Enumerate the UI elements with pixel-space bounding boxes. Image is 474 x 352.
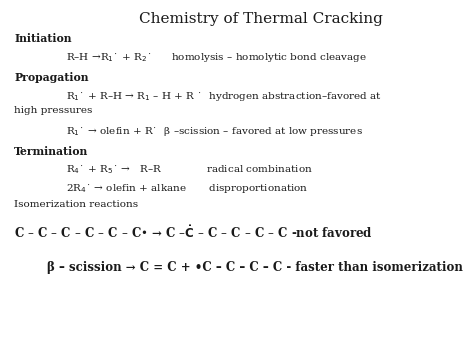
- Text: 2R$_4$˙ → olefin + alkane       disproportionation: 2R$_4$˙ → olefin + alkane disproportiona…: [66, 182, 309, 195]
- Text: R–H →R$_1$˙ + R$_2$˙      homolysis – homolytic bond cleavage: R–H →R$_1$˙ + R$_2$˙ homolysis – homolyt…: [66, 51, 367, 64]
- Text: Propagation: Propagation: [14, 72, 89, 83]
- Text: β – scission → C = C + •C – C – C – C - faster than isomerization: β – scission → C = C + •C – C – C – C - …: [47, 261, 463, 274]
- Text: C – C – C – C – C – C• → C –$\mathbf{\dot{C}}$ – C – C – C – C -not favored: C – C – C – C – C – C• → C –$\mathbf{\do…: [14, 225, 373, 241]
- Text: Isomerization reactions: Isomerization reactions: [14, 200, 138, 209]
- Text: R$_1$˙ + R–H → R$_1$ – H + R ˙  hydrogen abstraction–favored at: R$_1$˙ + R–H → R$_1$ – H + R ˙ hydrogen …: [66, 90, 383, 103]
- Text: R$_1$˙ → olefin + R˙  β –scission – favored at low pressures: R$_1$˙ → olefin + R˙ β –scission – favor…: [66, 125, 364, 138]
- Text: high pressures: high pressures: [14, 106, 92, 115]
- Text: Initiation: Initiation: [14, 33, 72, 44]
- Text: Termination: Termination: [14, 146, 89, 157]
- Text: R$_4$˙ + R$_5$˙ →   R–R              radical combination: R$_4$˙ + R$_5$˙ → R–R radical combinatio…: [66, 164, 313, 176]
- Text: Chemistry of Thermal Cracking: Chemistry of Thermal Cracking: [139, 12, 383, 26]
